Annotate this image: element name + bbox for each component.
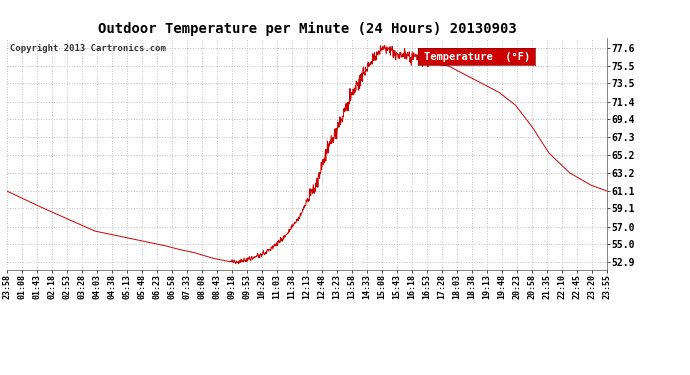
Text: Copyright 2013 Cartronics.com: Copyright 2013 Cartronics.com [10, 45, 166, 54]
Title: Outdoor Temperature per Minute (24 Hours) 20130903: Outdoor Temperature per Minute (24 Hours… [98, 22, 516, 36]
